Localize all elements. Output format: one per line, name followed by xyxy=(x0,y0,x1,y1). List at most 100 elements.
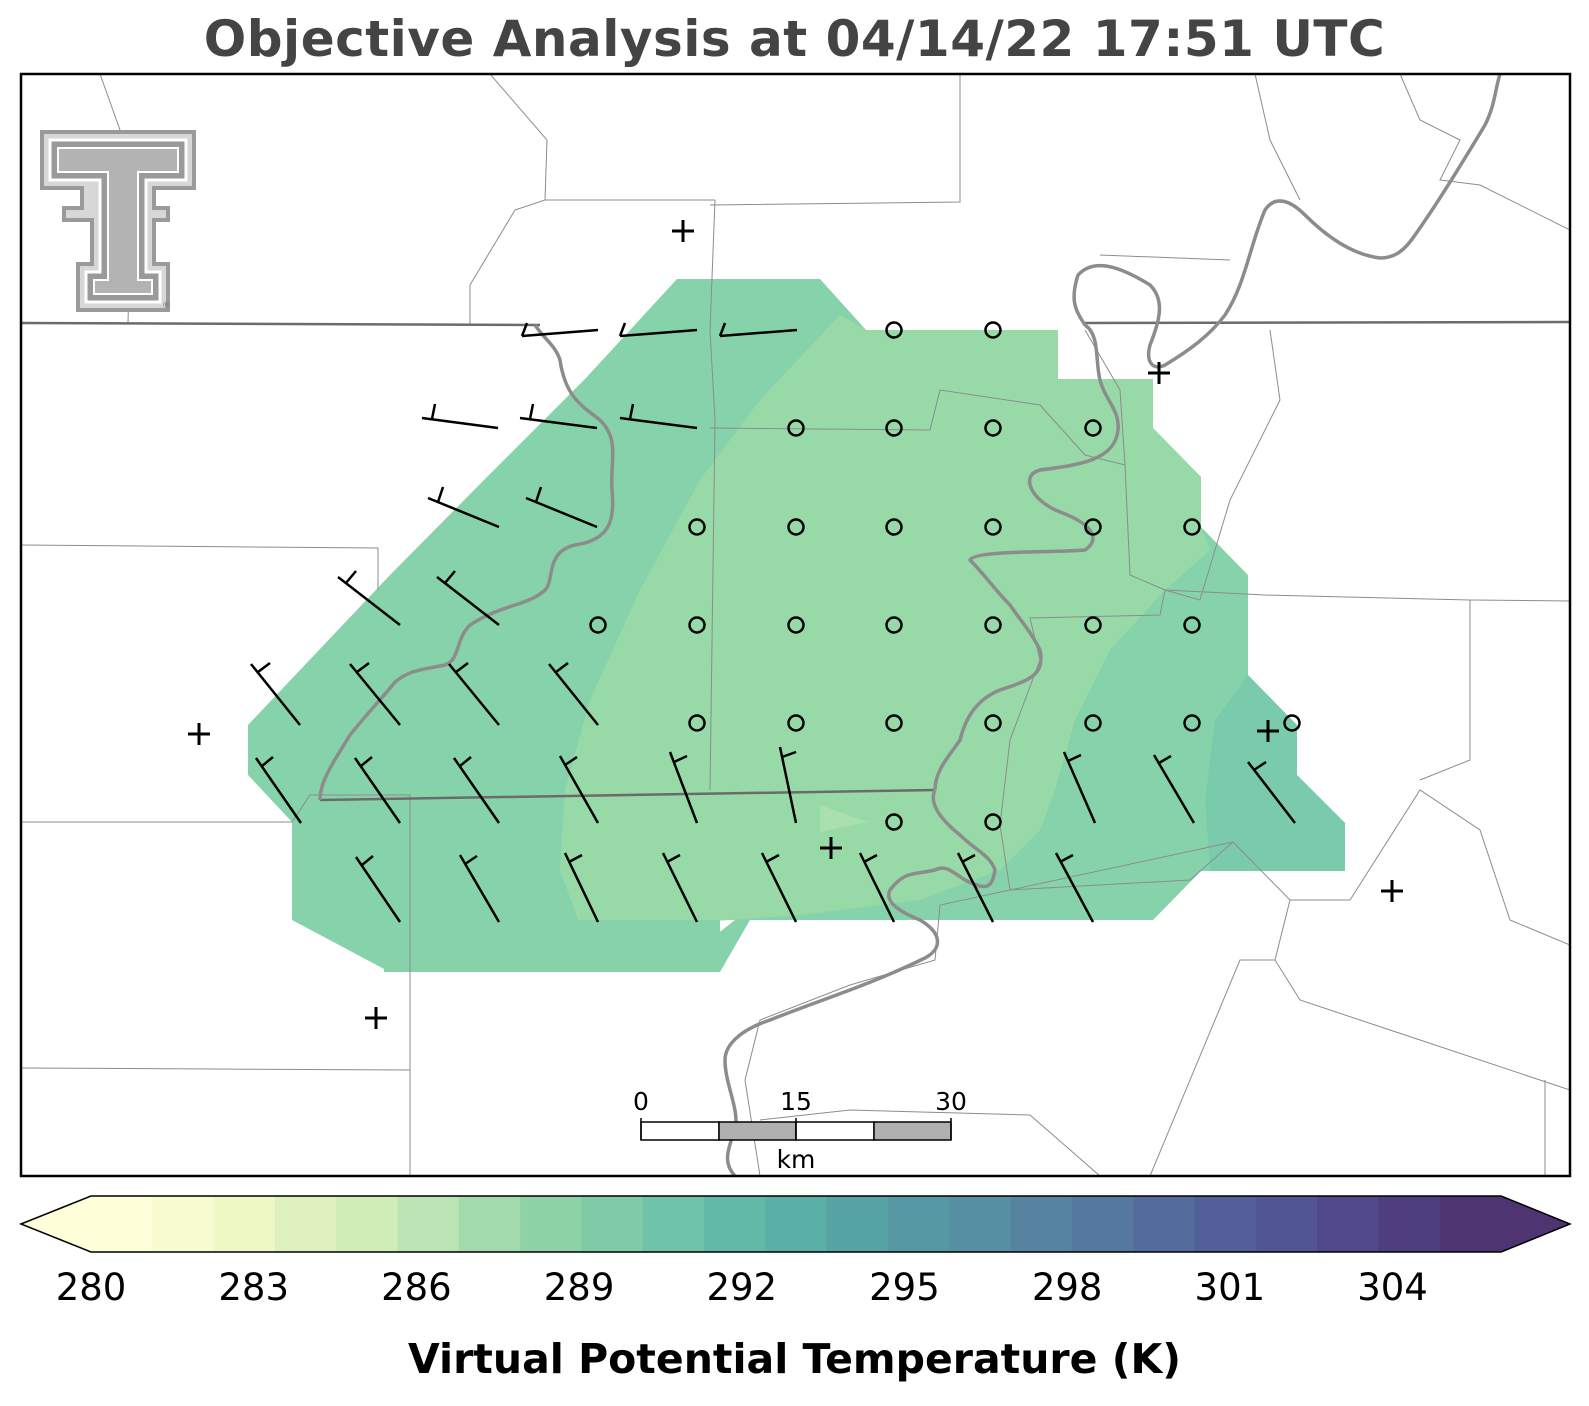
colorbar-segment xyxy=(213,1196,276,1252)
colorbar-segment xyxy=(1255,1196,1318,1252)
colorbar-label: Virtual Potential Temperature (K) xyxy=(408,1335,1181,1383)
wind-barb xyxy=(760,852,798,923)
calm-circle xyxy=(1084,518,1102,536)
analysis-field-small-patch xyxy=(820,805,868,832)
river xyxy=(318,74,1502,1176)
wind-barb xyxy=(1152,754,1196,824)
calm-circle xyxy=(1084,419,1102,437)
colorbar-extend-min xyxy=(21,1196,91,1252)
colorbar-tick-label: 301 xyxy=(1195,1266,1266,1309)
calm-circle xyxy=(885,714,903,732)
wind-barb xyxy=(354,855,402,923)
colorbar-segment xyxy=(1010,1196,1073,1252)
colorbar-segment xyxy=(704,1196,766,1252)
wind-barb xyxy=(548,662,599,726)
wind-barb xyxy=(718,322,798,338)
calm-circle xyxy=(885,419,903,437)
colorbar-tick-label: 304 xyxy=(1357,1266,1428,1309)
state-boundaries xyxy=(21,320,1570,802)
calm-circle xyxy=(1084,616,1102,634)
calm-circle xyxy=(984,714,1002,732)
wind-barb xyxy=(956,852,995,923)
wind-barb xyxy=(619,403,698,430)
colorbar-tick-label: 298 xyxy=(1032,1266,1103,1309)
calm-circle xyxy=(885,813,903,831)
station-plus xyxy=(1257,720,1279,742)
colorbar-tick-labels: 280 283 286 289 292 295 298 301 304 xyxy=(56,1266,1428,1309)
wind-barb xyxy=(349,662,401,726)
colorbar-segment xyxy=(887,1196,950,1252)
scale-bar-unit: km xyxy=(777,1145,816,1174)
station-plus xyxy=(1148,362,1170,384)
wind-barb xyxy=(778,746,798,824)
calm-circle xyxy=(984,419,1002,437)
calm-circle xyxy=(1183,518,1201,536)
calm-circle xyxy=(984,813,1002,831)
colorbar-segment xyxy=(1194,1196,1257,1252)
calm-circle xyxy=(787,518,805,536)
colorbar-segment xyxy=(397,1196,460,1252)
colorbar-segment xyxy=(1133,1196,1196,1252)
station-plus xyxy=(672,220,694,242)
wind-barb xyxy=(858,852,896,923)
colorbar-tick-label: 289 xyxy=(544,1266,615,1309)
wind-barb xyxy=(520,322,599,338)
colorbar-tick-label: 283 xyxy=(218,1266,289,1309)
wind-barb xyxy=(436,570,500,626)
colorbar-tick-label: 286 xyxy=(381,1266,452,1309)
wind-barbs xyxy=(250,322,1296,923)
calm-circle xyxy=(688,714,706,732)
colorbar-segment xyxy=(765,1196,828,1252)
wind-barb xyxy=(1054,852,1095,923)
colorbar-tick-label: 295 xyxy=(869,1266,940,1309)
calm-circle xyxy=(1084,714,1102,732)
wind-barb xyxy=(1247,760,1296,824)
colorbar-segment xyxy=(1439,1196,1502,1252)
wind-barb xyxy=(1062,751,1097,824)
calm-circle xyxy=(885,518,903,536)
wind-barb xyxy=(421,403,499,430)
calm-circle xyxy=(1183,714,1201,732)
station-plus xyxy=(1381,880,1403,902)
calm-circle xyxy=(787,419,805,437)
calm-circle xyxy=(1183,616,1201,634)
colorbar-tick-label: 292 xyxy=(706,1266,777,1309)
colorbar-segment xyxy=(581,1196,644,1252)
colorbar-segment xyxy=(336,1196,399,1252)
wind-barb xyxy=(519,403,598,430)
colorbar-segment xyxy=(642,1196,705,1252)
station-plus xyxy=(820,837,842,859)
scale-bar-label: 15 xyxy=(780,1087,812,1116)
wind-barb xyxy=(337,570,401,626)
station-plus xyxy=(188,723,210,745)
wind-barb xyxy=(250,662,301,726)
colorbar-outline xyxy=(18,1195,1572,1253)
calm-circle xyxy=(787,714,805,732)
colorbar-segments xyxy=(18,1195,1572,1253)
colorbar-segment xyxy=(826,1196,889,1252)
station-plus xyxy=(365,1007,387,1029)
calm-circle xyxy=(885,321,903,339)
calm-wind-markers xyxy=(589,321,1301,831)
calm-circle xyxy=(688,518,706,536)
wind-barb xyxy=(254,756,303,824)
analysis-field-southwest xyxy=(384,920,720,972)
colorbar-segment xyxy=(152,1196,215,1252)
calm-circle xyxy=(688,616,706,634)
colorbar-extend-max xyxy=(1501,1196,1570,1252)
calm-circle xyxy=(787,616,805,634)
wind-barb xyxy=(452,756,501,824)
wind-barb xyxy=(353,756,402,824)
scale-bar: 0 15 30 km xyxy=(633,1087,967,1174)
colorbar-segment xyxy=(520,1196,583,1252)
calm-circle xyxy=(589,616,607,634)
calm-circle xyxy=(984,518,1002,536)
texas-tech-double-t-logo: ® xyxy=(40,130,196,312)
calm-circle xyxy=(885,616,903,634)
wind-barb xyxy=(563,852,600,923)
wind-barb xyxy=(668,751,699,824)
county-boundaries xyxy=(21,74,1570,1176)
colorbar-tick-label: 280 xyxy=(56,1266,127,1309)
